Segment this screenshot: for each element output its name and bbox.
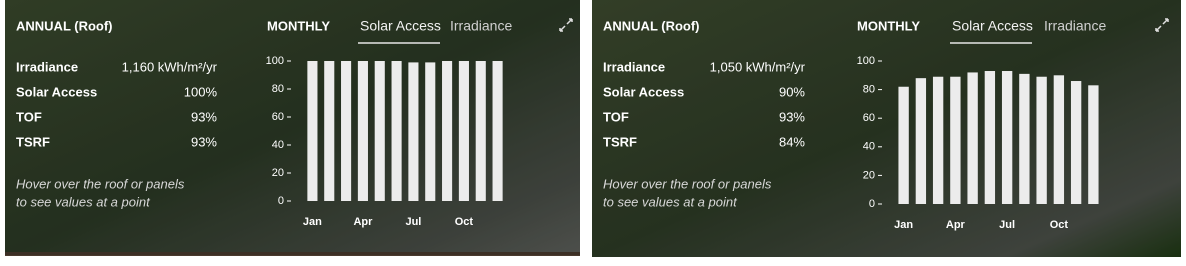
- bar: [391, 61, 402, 201]
- bar: [932, 76, 944, 204]
- bar: [967, 72, 978, 204]
- panel-overlay: [592, 0, 1181, 257]
- section-heading: MONTHLY: [857, 18, 920, 33]
- x-tick-label: Jul: [999, 219, 1015, 231]
- stat-label: Solar Access: [603, 84, 684, 99]
- bar: [442, 61, 453, 201]
- y-tick-label: 40: [863, 141, 875, 153]
- x-tick-label: Jan: [894, 219, 913, 231]
- x-tick-label: Apr: [946, 219, 966, 231]
- hint-text: Hover over the roof or panels: [603, 176, 772, 191]
- tab[interactable]: Solar Access: [360, 18, 441, 34]
- tab[interactable]: Solar Access: [952, 18, 1033, 34]
- bar: [1019, 73, 1030, 205]
- bar: [1001, 71, 1013, 204]
- bar: [950, 76, 961, 204]
- stat-value: 93%: [779, 109, 805, 124]
- y-tick-label: 100: [266, 55, 284, 67]
- bar: [408, 62, 419, 202]
- bar: [374, 61, 385, 201]
- y-tick-label: 0: [869, 198, 875, 210]
- tab[interactable]: Irradiance: [1044, 18, 1106, 34]
- bar: [984, 71, 996, 204]
- stat-value: 93%: [191, 134, 217, 149]
- y-tick-label: 80: [863, 84, 875, 96]
- x-tick-label: Jan: [303, 216, 322, 228]
- stat-value: 1,160 kWh/m²/yr: [122, 59, 218, 74]
- stat-label: TOF: [603, 109, 629, 124]
- y-tick-label: 60: [863, 112, 875, 124]
- x-tick-label: Apr: [353, 216, 373, 228]
- stat-value: 1,050 kWh/m²/yr: [710, 59, 806, 74]
- panel-title: ANNUAL (Roof): [16, 18, 113, 33]
- stat-value: 84%: [779, 134, 805, 149]
- bar: [1088, 85, 1099, 204]
- bar: [458, 61, 469, 201]
- bar: [341, 61, 352, 201]
- stat-label: TSRF: [603, 134, 637, 149]
- y-tick-label: 0: [278, 195, 284, 207]
- hint-text: to see values at a point: [603, 194, 738, 209]
- bar: [357, 61, 368, 201]
- collapse-icon[interactable]: [1155, 18, 1169, 32]
- x-tick-label: Jul: [405, 216, 421, 228]
- bar: [1070, 81, 1082, 204]
- bar: [492, 61, 503, 201]
- panel-background: [592, 0, 1181, 257]
- bar: [898, 86, 909, 204]
- y-tick-label: 40: [272, 139, 284, 151]
- stat-label: Irradiance: [16, 59, 78, 74]
- bar: [324, 61, 335, 201]
- stat-label: TOF: [16, 109, 42, 124]
- y-tick-label: 60: [272, 111, 284, 123]
- stat-value: 100%: [184, 84, 218, 99]
- section-heading: MONTHLY: [267, 18, 330, 33]
- bar: [425, 62, 436, 202]
- stat-value: 93%: [191, 109, 217, 124]
- bar: [475, 61, 486, 201]
- y-tick-label: 100: [857, 55, 875, 67]
- bar: [915, 78, 927, 204]
- panel-title: ANNUAL (Roof): [603, 18, 700, 33]
- x-tick-label: Oct: [1050, 219, 1069, 231]
- bar: [1053, 75, 1065, 204]
- stat-label: TSRF: [16, 134, 50, 149]
- x-tick-label: Oct: [455, 216, 474, 228]
- panel-border: [5, 252, 580, 256]
- stat-value: 90%: [779, 84, 805, 99]
- y-tick-label: 80: [272, 83, 284, 95]
- hint-text: to see values at a point: [16, 194, 151, 209]
- stat-label: Irradiance: [603, 59, 665, 74]
- stat-label: Solar Access: [16, 84, 97, 99]
- y-tick-label: 20: [272, 167, 284, 179]
- bar: [307, 61, 318, 201]
- collapse-icon[interactable]: [559, 18, 573, 32]
- y-tick-label: 20: [863, 169, 875, 181]
- bar: [1036, 76, 1047, 204]
- tab[interactable]: Irradiance: [450, 18, 512, 34]
- hint-text: Hover over the roof or panels: [16, 176, 185, 191]
